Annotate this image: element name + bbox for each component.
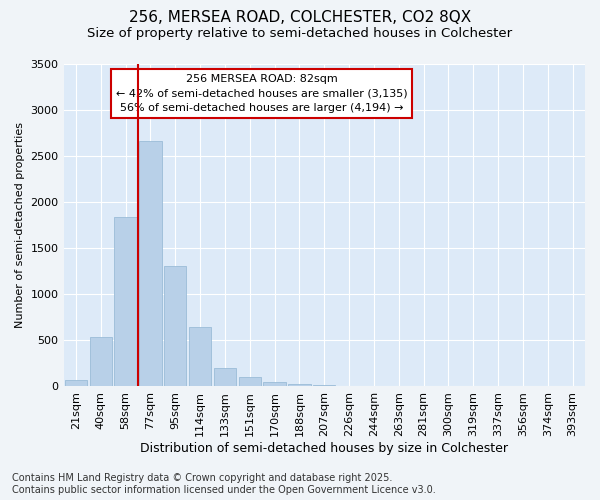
Text: Contains HM Land Registry data © Crown copyright and database right 2025.
Contai: Contains HM Land Registry data © Crown c… — [12, 474, 436, 495]
Bar — [239, 377, 261, 386]
Bar — [115, 217, 137, 386]
Text: 256, MERSEA ROAD, COLCHESTER, CO2 8QX: 256, MERSEA ROAD, COLCHESTER, CO2 8QX — [129, 10, 471, 25]
Bar — [214, 368, 236, 386]
Bar — [139, 142, 161, 386]
Bar — [89, 337, 112, 386]
Bar — [65, 380, 87, 386]
Text: Size of property relative to semi-detached houses in Colchester: Size of property relative to semi-detach… — [88, 28, 512, 40]
X-axis label: Distribution of semi-detached houses by size in Colchester: Distribution of semi-detached houses by … — [140, 442, 508, 455]
Bar — [164, 266, 187, 386]
Bar — [313, 385, 335, 386]
Bar — [288, 384, 311, 386]
Bar — [263, 382, 286, 386]
Bar — [189, 328, 211, 386]
Y-axis label: Number of semi-detached properties: Number of semi-detached properties — [15, 122, 25, 328]
Text: 256 MERSEA ROAD: 82sqm
← 42% of semi-detached houses are smaller (3,135)
56% of : 256 MERSEA ROAD: 82sqm ← 42% of semi-det… — [116, 74, 407, 114]
